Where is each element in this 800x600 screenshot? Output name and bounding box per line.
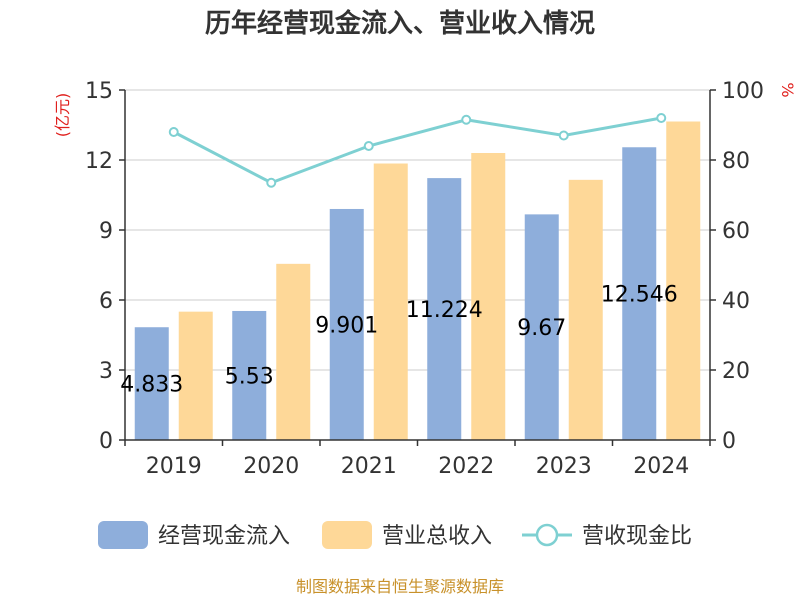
right-tick-label: 0	[722, 429, 736, 454]
bar-revenue-2024	[666, 121, 701, 440]
bars	[134, 121, 701, 441]
bar-cash-inflow-2021	[329, 208, 364, 440]
right-tick-label: 20	[722, 359, 750, 384]
x-tick-label: 2021	[341, 454, 397, 479]
bar-revenue-2023	[568, 179, 603, 441]
left-tick-label: 0	[99, 429, 113, 454]
bar-cash-inflow-2024	[622, 147, 657, 440]
source-note: 制图数据来自恒生聚源数据库	[296, 577, 504, 596]
ratio-point-2024	[656, 113, 667, 123]
right-tick-label: 60	[722, 219, 750, 244]
legend-marker-ratio	[535, 523, 559, 547]
bar-revenue-2019	[178, 311, 213, 440]
legend-label-ratio: 营收现金比	[582, 524, 692, 549]
left-tick-label: 3	[99, 359, 113, 384]
ratio-line-path	[173, 116, 662, 185]
legend-swatch-revenue	[322, 521, 372, 549]
x-tick-label: 2020	[243, 454, 299, 479]
ratio-point-2021	[363, 141, 374, 151]
legend-swatch-cash-inflow	[98, 521, 148, 549]
left-tick-label: 6	[99, 289, 113, 314]
right-tick-label: 100	[722, 79, 764, 104]
bar-revenue-2021	[373, 163, 408, 440]
x-tick-label: 2023	[536, 454, 592, 479]
grid-lines	[125, 89, 710, 371]
left-axis-unit: (亿元)	[53, 93, 72, 138]
bar-cash-inflow-2019	[134, 327, 169, 440]
left-tick-label: 12	[85, 149, 113, 174]
data-label-2023: 9.67	[517, 316, 566, 341]
legend-label-cash-inflow: 经营现金流入	[158, 524, 290, 549]
chart-title: 历年经营现金流入、营业收入情况	[205, 8, 595, 39]
ratio-point-2019	[168, 127, 179, 137]
ratio-point-2023	[558, 130, 569, 141]
bar-cash-inflow-2023	[524, 214, 559, 440]
data-label-2021: 9.901	[315, 313, 378, 338]
bar-cash-inflow-2020	[232, 310, 267, 440]
data-label-2022: 11.224	[406, 298, 483, 323]
legend: 经营现金流入 营业总收入 营收现金比	[98, 521, 692, 549]
legend-label-revenue: 营业总收入	[382, 524, 492, 549]
left-tick-label: 15	[85, 79, 113, 104]
bar-revenue-2022	[471, 153, 506, 440]
x-tick-label: 2019	[146, 454, 202, 479]
data-label-2024: 12.546	[601, 283, 678, 308]
data-labels: 4.833 5.53 9.901 11.224 9.67 12.546	[120, 283, 677, 398]
right-tick-label: 80	[722, 149, 750, 174]
data-label-2020: 5.53	[225, 364, 274, 389]
data-label-2019: 4.833	[120, 373, 183, 398]
axes: 0 3 6 9 12 15 0 20 40 60 80 100 2019 2020 2021 2022 2023…	[85, 79, 764, 479]
bar-cash-inflow-2022	[427, 178, 462, 440]
ratio-point-2020	[266, 177, 277, 188]
ratio-point-2022	[461, 114, 472, 125]
right-axis-unit: %	[778, 82, 797, 97]
left-tick-label: 9	[99, 219, 113, 244]
right-tick-label: 40	[722, 289, 750, 314]
bar-revenue-2020	[276, 263, 311, 440]
ratio-line	[168, 113, 667, 188]
x-tick-label: 2022	[438, 454, 494, 479]
x-tick-label: 2024	[633, 454, 689, 479]
